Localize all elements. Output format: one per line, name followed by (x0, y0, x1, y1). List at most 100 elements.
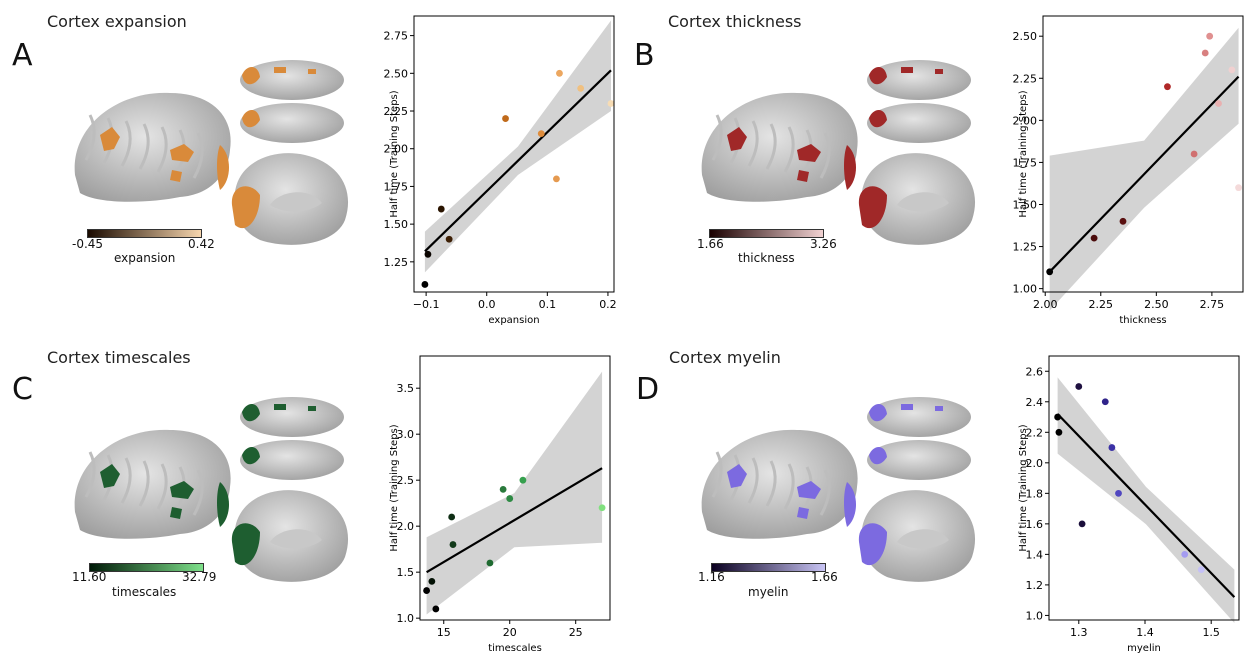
data-point (607, 100, 615, 107)
data-point (1201, 49, 1209, 57)
dorsal-brain-view (867, 397, 971, 480)
regression-line (426, 467, 603, 574)
y-axis-label: Half time (Training Steps) (389, 90, 400, 217)
data-point (1090, 234, 1098, 242)
colorbar (709, 229, 824, 238)
data-point (537, 130, 545, 138)
x-tick-label: 25 (569, 626, 583, 639)
y-tick-label: 1.8 (1026, 487, 1044, 500)
medial-brain-view (858, 490, 976, 582)
x-tick-label: 15 (437, 626, 451, 639)
colorbar-max: 32.79 (182, 570, 217, 584)
data-point (1115, 489, 1122, 497)
y-tick-label: 1.4 (1026, 548, 1044, 561)
y-axis-label: Half time (Training Steps) (1018, 424, 1029, 551)
data-point (1235, 184, 1242, 192)
data-point (1075, 383, 1083, 390)
data-point (1197, 566, 1205, 574)
scatter-plot: 1.3 1.4 1.5 1.0 1.2 1.4 1.6 1.8 2.0 2.2 2.4 2.6 myel… (1018, 355, 1240, 654)
colorbar-max: 0.42 (188, 237, 215, 251)
y-tick-label: 2.25 (384, 105, 409, 118)
y-tick-label: 2.50 (1013, 30, 1038, 43)
medial-brain-view (231, 490, 349, 582)
x-tick-label: 1.5 (1202, 626, 1220, 639)
x-tick-label: 0.2 (599, 298, 617, 311)
y-tick-label: 1.5 (397, 566, 415, 579)
confidence-band (1049, 27, 1239, 311)
data-point (1108, 444, 1116, 451)
panel-title: Cortex timescales (47, 348, 191, 367)
plot-frame (1048, 355, 1240, 621)
data-point (553, 175, 560, 183)
data-point (519, 476, 527, 484)
data-point (432, 605, 440, 613)
x-tick-label: 20 (503, 626, 517, 639)
medial-brain-view (858, 153, 976, 245)
dorsal-brain-view (240, 397, 344, 480)
panel-letter: D (636, 372, 660, 407)
panel-d: Cortex myelin D 1.16 1.66 myelin 1.3 1.4 1… (627, 330, 1253, 659)
plot-frame (1042, 15, 1244, 293)
colorbar (711, 563, 826, 572)
panel-c: Cortex timescales C 11.60 32.79 timescal… (0, 330, 626, 659)
plot-frame (419, 355, 611, 621)
data-point (1054, 413, 1062, 421)
y-tick-label: 1.00 (1013, 283, 1038, 296)
plot-frame (413, 15, 615, 293)
x-tick-label: 1.4 (1136, 626, 1154, 639)
data-point (598, 504, 606, 512)
y-tick-label: 3.5 (397, 382, 415, 395)
x-tick-label: −0.1 (413, 298, 440, 311)
colorbar-label: timescales (112, 585, 177, 599)
data-point (1206, 32, 1214, 40)
x-tick-label: 2.00 (1033, 298, 1058, 311)
data-point (1181, 550, 1189, 558)
data-point (445, 235, 453, 243)
brain-surface-maps (74, 60, 349, 245)
confidence-band (426, 371, 603, 615)
brain-surface-maps (701, 397, 976, 582)
scatter-plot: 2.00 2.25 2.50 2.75 1.00 1.25 1.50 1.75 2.00 2.25… (1013, 15, 1244, 326)
data-point (486, 559, 494, 567)
data-point (1055, 428, 1063, 436)
y-tick-label: 1.50 (384, 218, 409, 231)
colorbar-min: 1.66 (697, 237, 724, 251)
y-tick-label: 2.25 (1013, 72, 1038, 85)
panel-letter: A (12, 38, 33, 73)
colorbar-max: 1.66 (811, 570, 838, 584)
data-point (1101, 398, 1109, 406)
data-point (1119, 217, 1127, 225)
lateral-brain-view (74, 92, 231, 202)
y-tick-label: 2.75 (384, 30, 409, 43)
data-point (556, 69, 563, 77)
y-tick-label: 1.75 (1013, 156, 1038, 169)
panel-a: Cortex expansion A -0.45 0.42 expansion … (0, 0, 626, 329)
y-tick-label: 2.00 (384, 143, 409, 156)
y-tick-label: 2.6 (1026, 365, 1044, 378)
data-point (421, 281, 429, 288)
data-point (577, 84, 585, 92)
colorbar-min: -0.45 (72, 237, 104, 251)
y-tick-label: 2.2 (1026, 426, 1044, 439)
data-point (506, 495, 514, 502)
data-point (499, 485, 507, 493)
data-point (502, 115, 509, 122)
regression-line (1056, 413, 1236, 598)
panel-letter: B (634, 38, 655, 73)
dorsal-brain-view (240, 60, 344, 143)
data-point (1046, 268, 1054, 276)
data-point (437, 205, 445, 213)
y-tick-label: 1.6 (1026, 518, 1044, 531)
confidence-band (1057, 377, 1235, 624)
x-axis-label: expansion (488, 315, 539, 326)
y-tick-label: 3.0 (397, 428, 415, 441)
brain-surface-maps (701, 60, 976, 245)
y-tick-label: 2.00 (1013, 114, 1038, 127)
y-tick-label: 1.75 (384, 180, 409, 193)
x-tick-label: 0.1 (539, 298, 557, 311)
data-point (1190, 150, 1198, 158)
colorbar-label: expansion (114, 251, 176, 265)
data-point (1228, 66, 1236, 74)
y-tick-label: 1.25 (384, 256, 409, 269)
x-tick-label: 1.3 (1070, 626, 1088, 639)
